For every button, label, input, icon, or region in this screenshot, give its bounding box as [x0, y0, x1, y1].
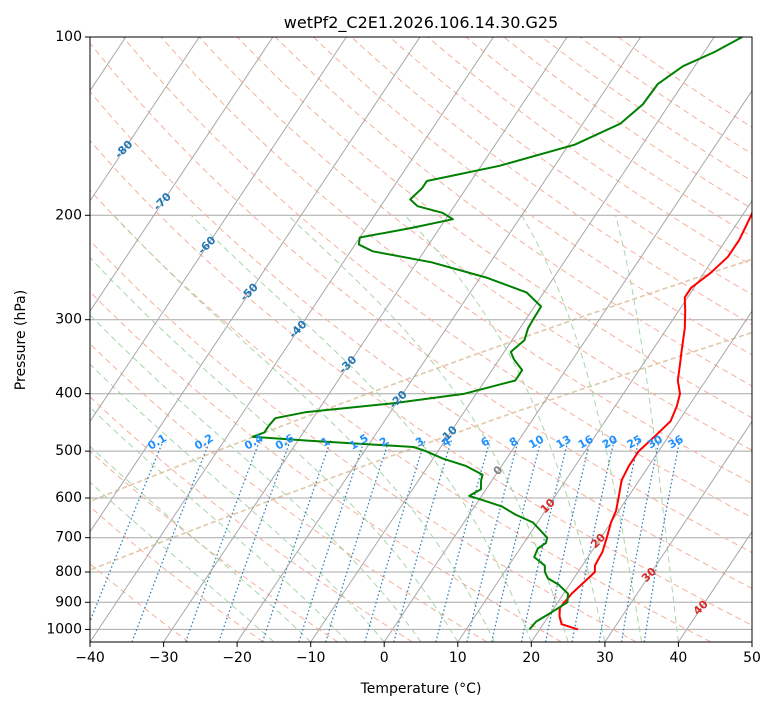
y-tick-label: 800	[55, 564, 82, 580]
y-axis-label: Pressure (hPa)	[13, 290, 29, 390]
x-tick-label: 10	[449, 650, 467, 666]
chart-title: wetPf2_C2E1.2026.106.14.30.G25	[284, 13, 558, 33]
y-tick-label: 400	[55, 386, 82, 402]
x-tick-label: 50	[743, 650, 761, 666]
y-tick-label: 100	[55, 29, 82, 45]
y-tick-label: 300	[55, 312, 82, 328]
x-tick-label: −30	[149, 650, 179, 666]
x-tick-label: 0	[380, 650, 389, 666]
x-tick-label: 20	[522, 650, 540, 666]
y-tick-label: 700	[55, 530, 82, 546]
y-tick-label: 1000	[46, 621, 82, 637]
x-axis-label: Temperature (°C)	[360, 681, 482, 697]
y-tick-label: 600	[55, 490, 82, 506]
y-tick-label: 500	[55, 443, 82, 459]
y-tick-label: 200	[55, 207, 82, 223]
plot-area	[90, 37, 752, 642]
y-tick-label: 900	[55, 594, 82, 610]
x-tick-label: 40	[669, 650, 687, 666]
x-tick-label: −10	[296, 650, 326, 666]
x-tick-label: −40	[75, 650, 105, 666]
x-tick-label: −20	[222, 650, 252, 666]
x-tick-label: 30	[596, 650, 614, 666]
